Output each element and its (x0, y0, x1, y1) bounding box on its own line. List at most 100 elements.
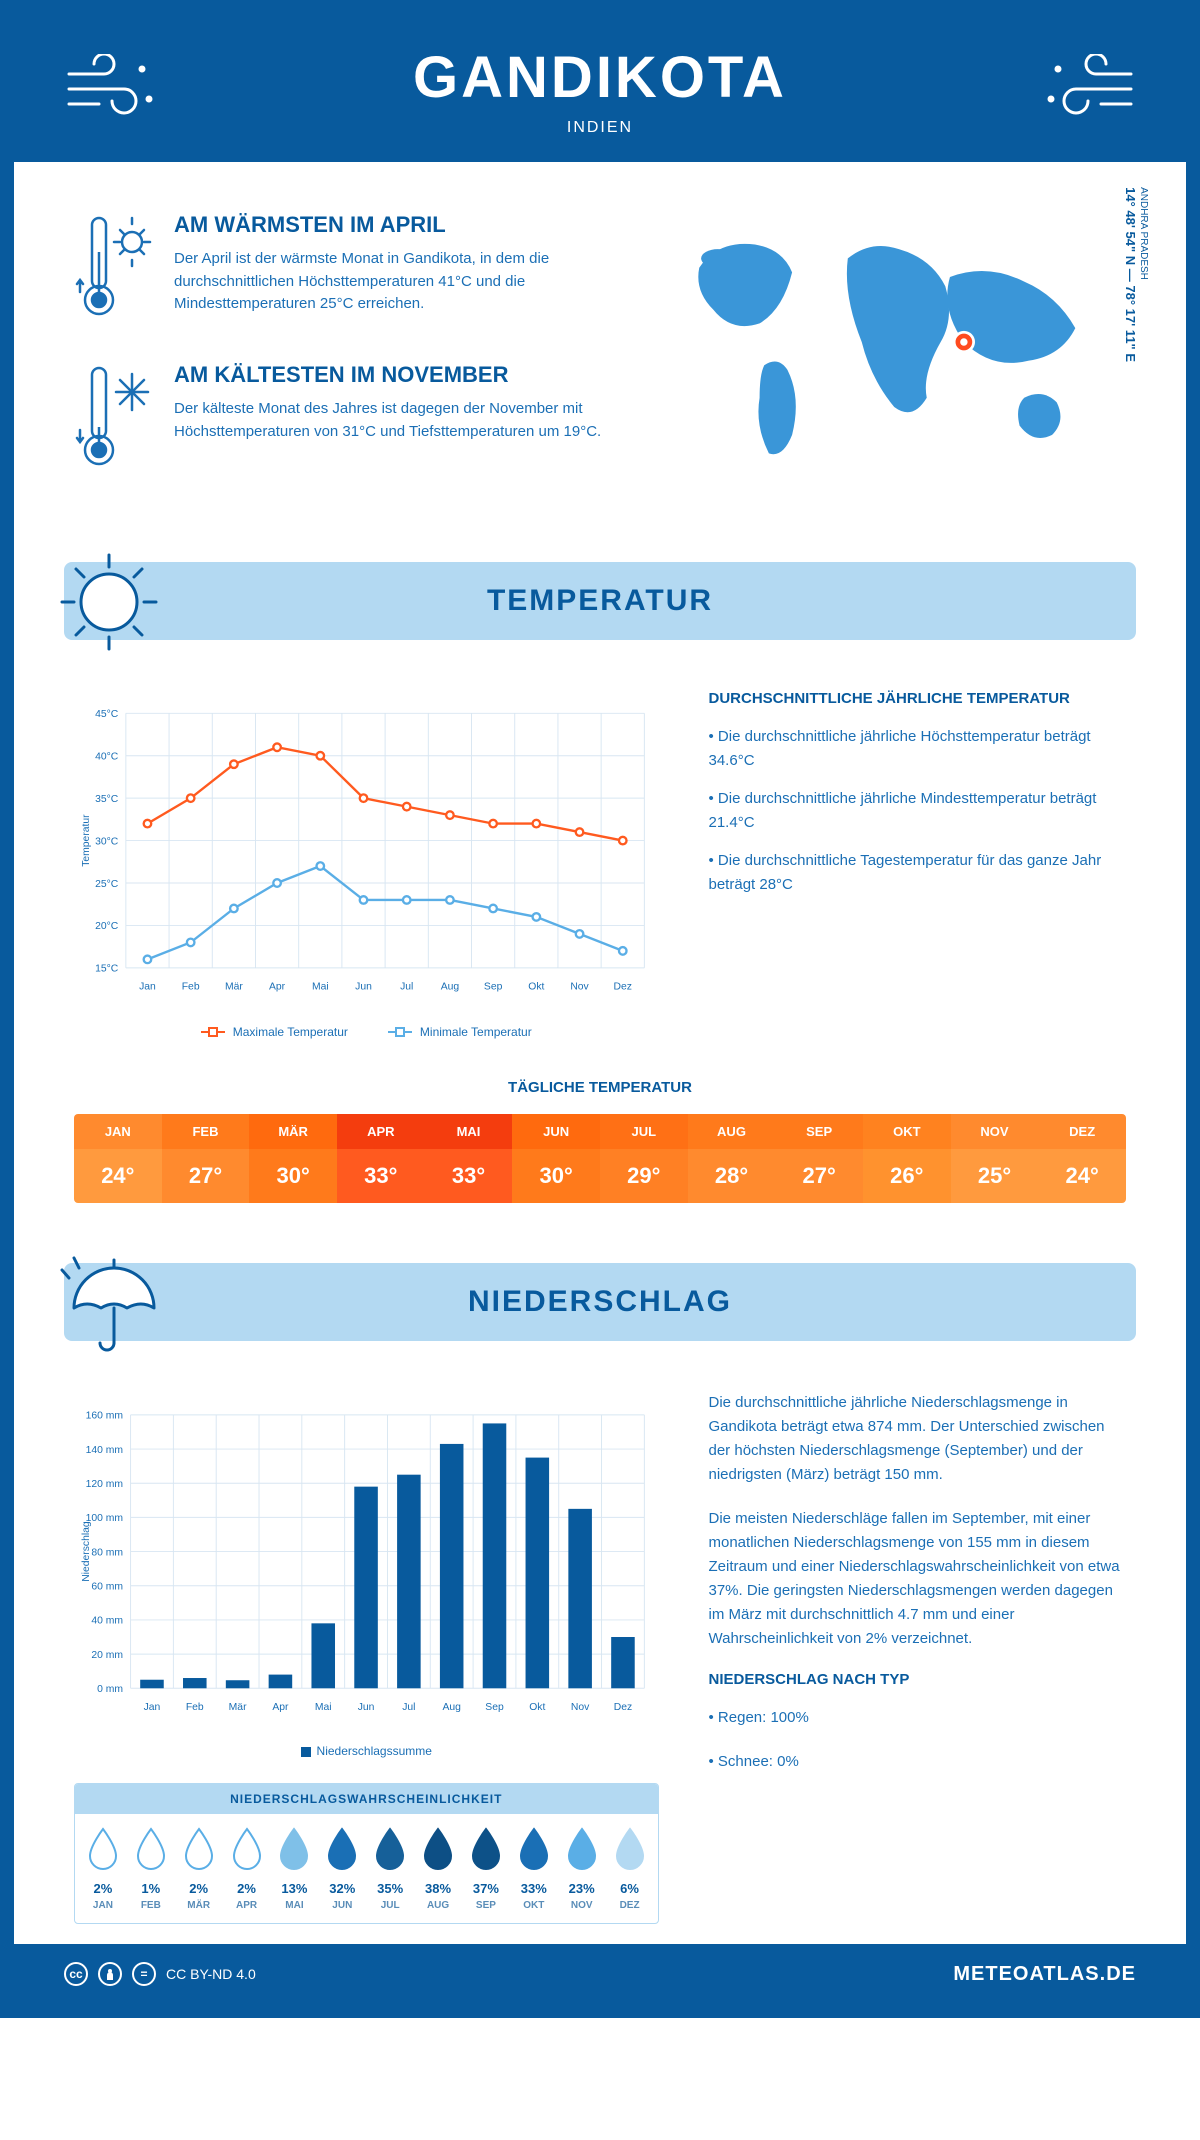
temp-cell: JUN 30° (512, 1114, 600, 1203)
probability-cell: 6% DEZ (606, 1826, 654, 1911)
probability-cell: 35% JUL (366, 1826, 414, 1911)
svg-text:Mär: Mär (229, 1702, 247, 1713)
precipitation-title: NIEDERSCHLAG (86, 1285, 1114, 1319)
svg-text:Dez: Dez (614, 982, 632, 993)
svg-text:160 mm: 160 mm (86, 1411, 123, 1422)
by-icon (98, 1962, 122, 1986)
svg-text:40 mm: 40 mm (91, 1616, 123, 1627)
warmest-block: AM WÄRMSTEN IM APRIL Der April ist der w… (74, 212, 604, 327)
coldest-block: AM KÄLTESTEN IM NOVEMBER Der kälteste Mo… (74, 362, 604, 477)
probability-cell: 38% AUG (414, 1826, 462, 1911)
infographic-root: GANDIKOTA INDIEN AM WÄRMSTEN (0, 0, 1200, 2018)
svg-text:Aug: Aug (441, 982, 460, 993)
probability-cell: 13% MAI (271, 1826, 319, 1911)
probability-cell: 37% SEP (462, 1826, 510, 1911)
svg-text:80 mm: 80 mm (91, 1547, 123, 1558)
svg-text:35°C: 35°C (95, 794, 119, 805)
temperature-summary: DURCHSCHNITTLICHE JÄHRLICHE TEMPERATUR •… (709, 690, 1127, 1039)
svg-text:Apr: Apr (269, 982, 286, 993)
svg-text:140 mm: 140 mm (86, 1445, 123, 1456)
svg-text:Mär: Mär (225, 982, 243, 993)
svg-text:30°C: 30°C (95, 836, 119, 847)
svg-text:Okt: Okt (529, 1702, 545, 1713)
svg-text:Jan: Jan (139, 982, 156, 993)
summary-bullet: • Die durchschnittliche Tagestemperatur … (709, 849, 1127, 897)
temp-cell: MÄR 30° (249, 1114, 337, 1203)
probability-cell: 23% NOV (558, 1826, 606, 1911)
svg-text:Nov: Nov (570, 982, 589, 993)
temp-cell: NOV 25° (951, 1114, 1039, 1203)
svg-text:15°C: 15°C (95, 964, 119, 975)
svg-text:25°C: 25°C (95, 879, 119, 890)
temp-cell: FEB 27° (162, 1114, 250, 1203)
svg-text:Mai: Mai (312, 982, 329, 993)
svg-text:Jul: Jul (402, 1702, 415, 1713)
svg-text:120 mm: 120 mm (86, 1479, 123, 1490)
probability-cell: 2% APR (223, 1826, 271, 1911)
svg-text:20 mm: 20 mm (91, 1650, 123, 1661)
svg-text:Feb: Feb (186, 1702, 204, 1713)
temperature-chart: 15°C 20°C 25°C 30°C 35°C 40°C 45°C Jan Feb Mär Apr… (74, 690, 659, 1039)
wind-icon (64, 54, 164, 124)
svg-text:45°C: 45°C (95, 709, 119, 720)
nd-icon: = (132, 1962, 156, 1986)
brand: METEOATLAS.DE (953, 1963, 1136, 1986)
svg-text:Feb: Feb (182, 982, 200, 993)
coordinates: ANDHRA PRADESH 14° 48' 54" N — 78° 17' 1… (1123, 187, 1149, 362)
summary-bullet: • Die durchschnittliche jährliche Mindes… (709, 787, 1127, 835)
wind-icon (1036, 54, 1136, 124)
precipitation-probability: NIEDERSCHLAGSWAHRSCHEINLICHKEIT 2% JAN 1… (74, 1783, 659, 1924)
svg-text:Jan: Jan (144, 1702, 161, 1713)
probability-cell: 32% JUN (318, 1826, 366, 1911)
temp-cell: JUL 29° (600, 1114, 688, 1203)
thermometer-cold-icon (74, 362, 154, 477)
temp-cell: MAI 33° (425, 1114, 513, 1203)
svg-text:40°C: 40°C (95, 751, 119, 762)
svg-text:Jun: Jun (358, 1702, 375, 1713)
probability-cell: 33% OKT (510, 1826, 558, 1911)
daily-temperature: TÄGLICHE TEMPERATUR JAN 24° FEB 27° MÄR … (14, 1069, 1186, 1243)
sun-icon (54, 547, 164, 657)
coldest-title: AM KÄLTESTEN IM NOVEMBER (174, 362, 604, 388)
temp-cell: AUG 28° (688, 1114, 776, 1203)
svg-text:Temperatur: Temperatur (81, 814, 92, 867)
coldest-text: Der kälteste Monat des Jahres ist dagege… (174, 398, 604, 443)
summary-bullet: • Die durchschnittliche jährliche Höchst… (709, 725, 1127, 773)
svg-text:Niederschlag: Niederschlag (81, 1521, 92, 1582)
svg-text:20°C: 20°C (95, 921, 119, 932)
thermometer-hot-icon (74, 212, 154, 327)
world-map (644, 212, 1126, 472)
probability-cell: 1% FEB (127, 1826, 175, 1911)
cc-icon: cc (64, 1962, 88, 1986)
intro-section: AM WÄRMSTEN IM APRIL Der April ist der w… (14, 162, 1186, 542)
precipitation-text: Die durchschnittliche jährliche Niedersc… (709, 1391, 1127, 1924)
temperature-legend: Maximale Temperatur Minimale Temperatur (74, 1025, 659, 1039)
svg-text:Jul: Jul (400, 982, 413, 993)
temperature-title: TEMPERATUR (86, 584, 1114, 618)
svg-text:Sep: Sep (485, 1702, 504, 1713)
footer: cc = CC BY-ND 4.0 METEOATLAS.DE (14, 1944, 1186, 2004)
svg-text:Okt: Okt (528, 982, 544, 993)
warmest-title: AM WÄRMSTEN IM APRIL (174, 212, 604, 238)
svg-text:Jun: Jun (355, 982, 372, 993)
svg-text:60 mm: 60 mm (91, 1582, 123, 1593)
header: GANDIKOTA INDIEN (14, 14, 1186, 162)
temp-cell: DEZ 24° (1038, 1114, 1126, 1203)
svg-text:Sep: Sep (484, 982, 503, 993)
probability-cell: 2% MÄR (175, 1826, 223, 1911)
page-title: GANDIKOTA (34, 44, 1166, 111)
umbrella-icon (54, 1248, 164, 1358)
svg-text:Apr: Apr (272, 1702, 289, 1713)
svg-text:Mai: Mai (315, 1702, 332, 1713)
svg-text:0 mm: 0 mm (97, 1684, 123, 1695)
page-subtitle: INDIEN (34, 119, 1166, 137)
temperature-section-header: TEMPERATUR (64, 562, 1136, 640)
svg-text:Dez: Dez (614, 1702, 632, 1713)
precipitation-section-header: NIEDERSCHLAG (64, 1263, 1136, 1341)
probability-cell: 2% JAN (79, 1826, 127, 1911)
precipitation-chart: 0 mm20 mm40 mm60 mm80 mm100 mm120 mm140 … (74, 1391, 659, 1758)
svg-text:Nov: Nov (571, 1702, 590, 1713)
svg-text:Aug: Aug (442, 1702, 461, 1713)
warmest-text: Der April ist der wärmste Monat in Gandi… (174, 248, 604, 316)
temp-cell: OKT 26° (863, 1114, 951, 1203)
